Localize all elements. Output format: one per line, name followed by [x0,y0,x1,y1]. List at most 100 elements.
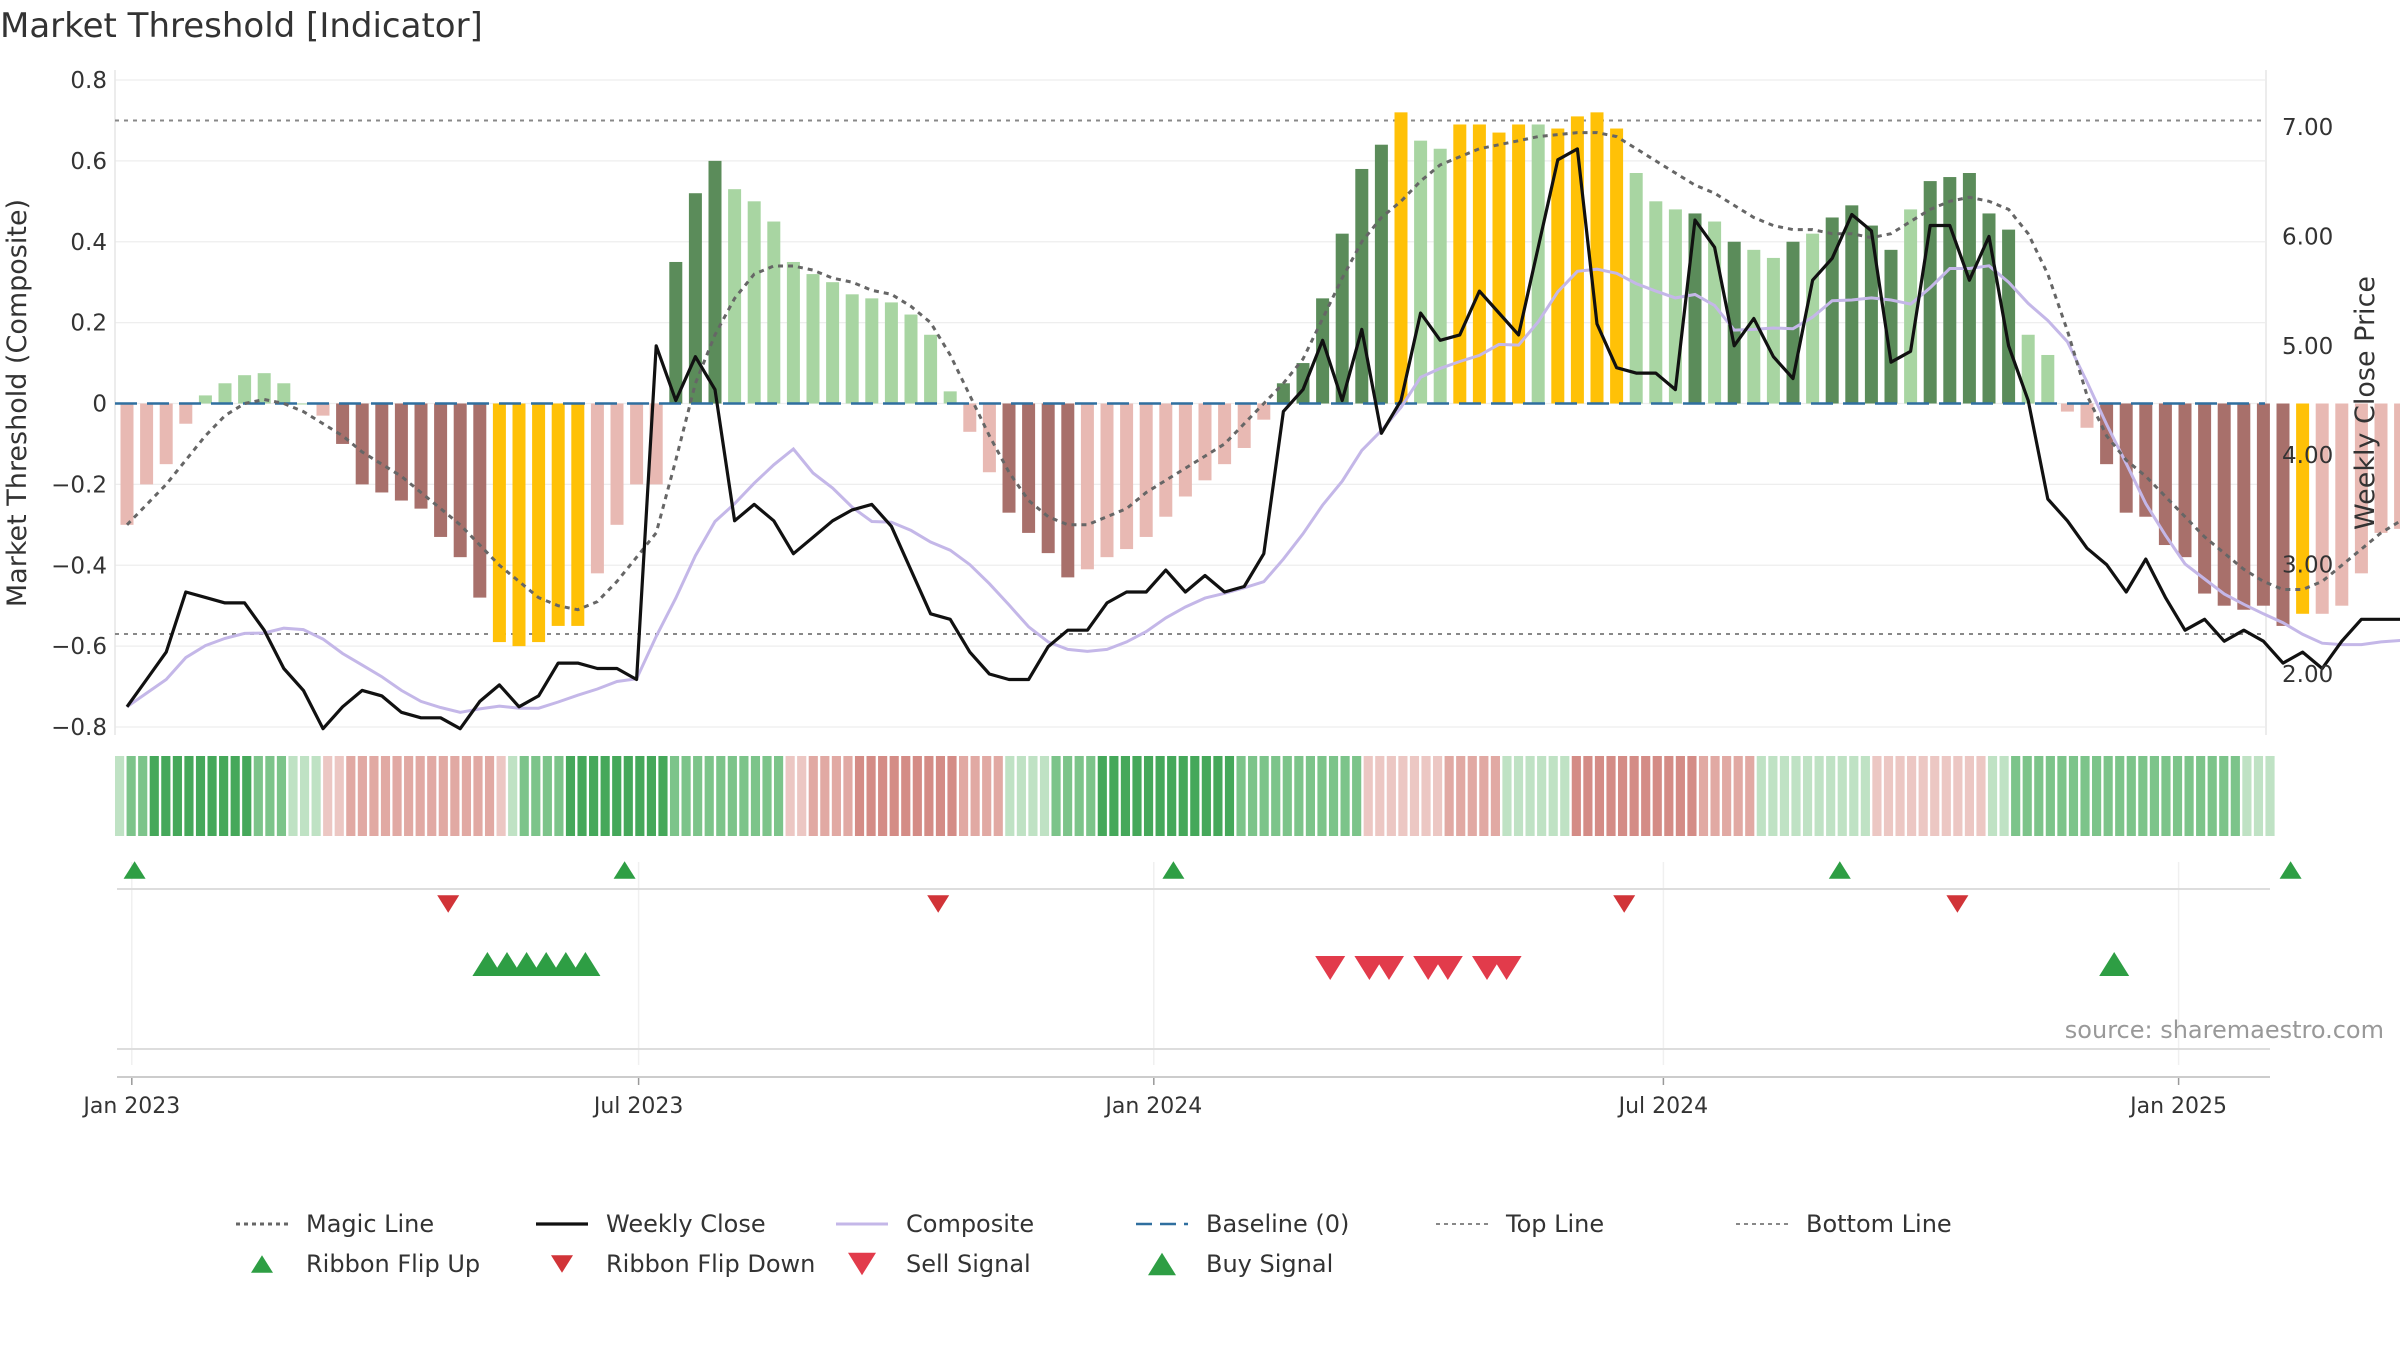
ribbon-flip-up-marker [1828,861,1851,879]
ribbon-cell [1895,756,1905,836]
composite-bar [826,282,840,404]
ribbon-cell [1201,756,1211,836]
ribbon-cell [1918,756,1928,836]
ribbon-cell [1814,756,1824,836]
ribbon-cell [1525,756,1535,836]
ribbon-cell [1409,756,1420,836]
ribbon-cell [797,756,807,836]
ribbon-cell [1837,756,1847,836]
ribbon-cell [982,756,992,836]
ribbon-cell [750,756,761,836]
ribbon-cell [334,756,344,836]
ribbon-cell [1976,756,1986,836]
ribbon-cell [1698,756,1709,836]
ribbon-cell [554,756,564,836]
ribbon-cell [1224,756,1235,836]
composite-bar [140,403,154,485]
composite-bar [1414,140,1428,404]
ribbon-cell [993,756,1003,836]
ribbon-cell [2253,756,2264,836]
ribbon-cell [357,756,367,836]
ribbon-cell [207,756,217,836]
ribbon-cell [2242,756,2252,836]
ribbon-cell [1722,756,1732,836]
ribbon-cell [2230,756,2240,836]
ribbon-flip-up-marker [613,861,636,879]
composite-bar [1453,124,1467,404]
ribbon-cell [1352,756,1362,836]
x-tick-label: Jul 2024 [1617,1094,1709,1119]
ribbon-cell [230,756,240,836]
left-tick-label: 0.2 [70,311,107,337]
composite-bar [1257,403,1271,420]
ribbon-cell [704,756,714,836]
ribbon-cell [612,756,622,836]
legend-label: Baseline (0) [1206,1210,1350,1238]
ribbon-cell [2115,756,2125,836]
composite-bar [1159,403,1173,517]
composite-bar [2041,354,2055,404]
buy-signal-marker [511,952,542,976]
ribbon-cell [1086,756,1096,836]
composite-bar [630,403,644,485]
left-tick-label: −0.8 [51,715,107,741]
ribbon-cell [1028,756,1038,836]
left-tick-label: −0.6 [51,634,107,660]
legend-label: Buy Signal [1206,1250,1334,1278]
composite-bar [2139,403,2153,517]
triangle-down-large-icon [848,1252,876,1276]
ribbon-cell [924,756,934,836]
ribbon-cell [1826,756,1836,836]
composite-bar [1316,298,1330,404]
ribbon-cell [2022,756,2032,836]
x-tick-label: Jan 2023 [81,1094,180,1119]
left-tick-label: 0.4 [70,230,107,256]
left-tick-label: 0.6 [70,149,107,175]
ribbon-cell [646,756,656,836]
composite-bar [2060,403,2074,412]
composite-bar [1629,173,1643,404]
ribbon-cell [2207,756,2217,836]
ribbon-cell [1039,756,1050,836]
ribbon-cell [253,756,263,836]
composite-bar [1590,112,1604,404]
ribbon-cell [1687,756,1697,836]
ribbon-cell [1213,756,1223,836]
ribbon-cell [1282,756,1292,836]
ribbon-cell [1733,756,1743,836]
left-tick-label: −0.2 [51,472,107,498]
ribbon-cell [1236,756,1246,836]
ribbon-cell [1999,756,2009,836]
ribbon-cell [1860,756,1870,836]
ribbon-cell [1641,756,1651,836]
composite-bar [590,403,604,574]
composite-bar [355,403,369,485]
ribbon-cell [404,756,414,836]
dotted-line-light-icon [1736,1223,1788,1225]
ribbon-cell [1444,756,1454,836]
buy-signal-marker [492,952,522,976]
legend-label: Ribbon Flip Down [606,1250,816,1278]
composite-bar [1198,403,1212,481]
ribbon-cell [265,756,275,836]
x-tick-label: Jan 2024 [1103,1094,1202,1119]
ribbon-cell [1675,756,1685,836]
composite-bar [198,395,212,404]
composite-bar [2080,403,2094,428]
ribbon-cell [508,756,518,836]
composite-bar [453,403,467,558]
sell-signal-marker [1315,956,1346,980]
ribbon-cell [369,756,379,836]
composite-bar [924,334,938,404]
ribbon-cell [1421,756,1431,836]
source-credit: source: sharemaestro.com [2064,1016,2384,1044]
ribbon-cell [774,756,784,836]
composite-bar [414,403,428,509]
ribbon-cell [531,756,541,836]
legend-item: Composite [832,1208,1132,1240]
ribbon-cell [484,756,495,836]
composite-bar [1002,403,1016,513]
x-tick-label: Jan 2025 [2128,1094,2227,1119]
legend-item: Ribbon Flip Up [232,1248,532,1280]
ribbon-cell [1987,756,1998,836]
